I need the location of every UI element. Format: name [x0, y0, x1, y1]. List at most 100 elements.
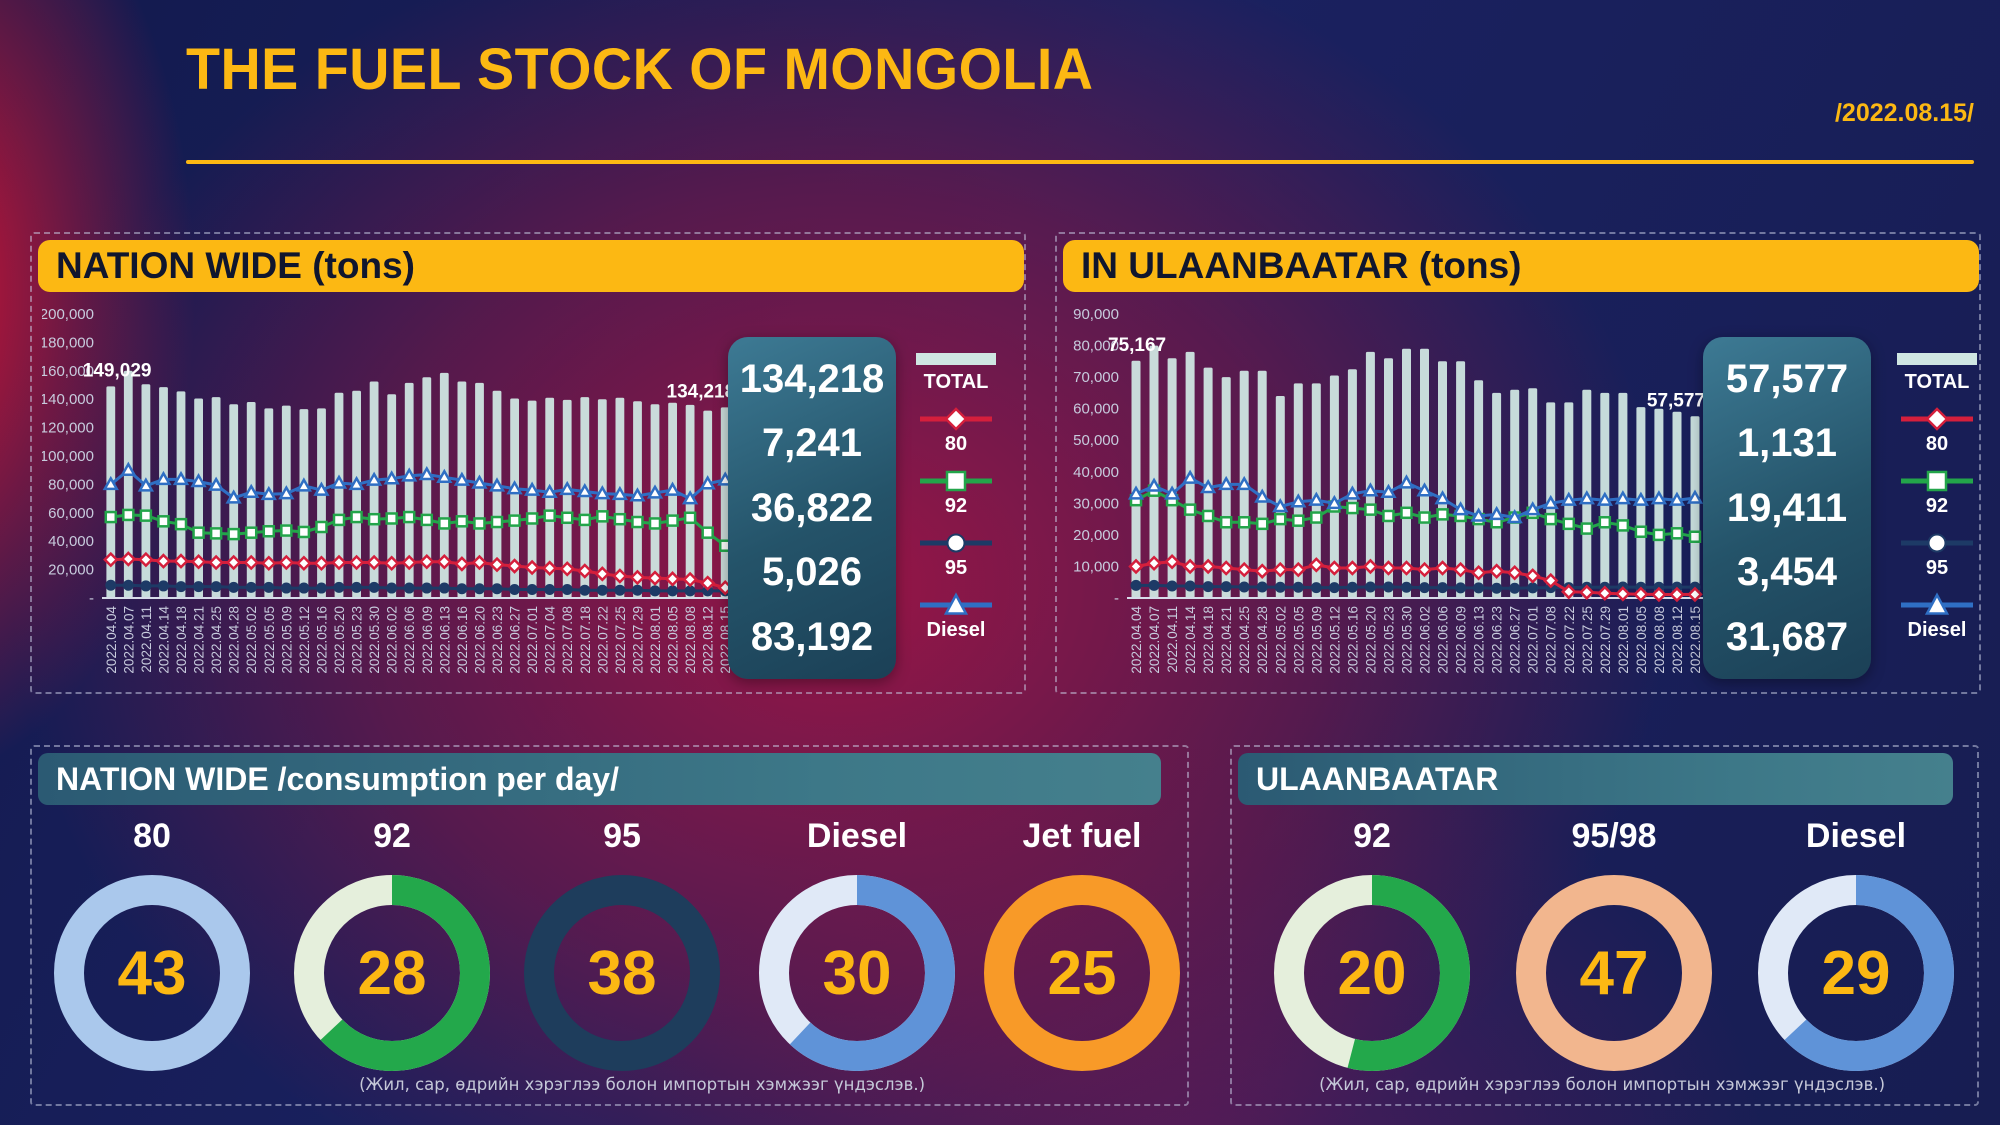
svg-text:60,000: 60,000: [48, 505, 94, 522]
donut-ub-92-value: 20: [1337, 938, 1407, 1008]
svg-text:30,000: 30,000: [1073, 495, 1119, 512]
ub-stat-diesel: 31,687: [1725, 614, 1849, 659]
legend-item-92: 92: [916, 468, 996, 518]
circle-marker-icon: [920, 533, 992, 553]
report-date: /2022.08.15/: [1834, 99, 1974, 127]
donut-92: 92 28: [292, 813, 492, 1081]
legend-item-95: 95: [916, 530, 996, 580]
svg-text:2022.04.14: 2022.04.14: [1183, 606, 1198, 674]
svg-text:2022.08.12: 2022.08.12: [1670, 606, 1685, 674]
ulaanbaatar-panel-title: IN ULAANBAATAR (tons): [1063, 240, 1979, 292]
svg-text:2022.07.22: 2022.07.22: [1562, 606, 1577, 674]
donut-80-value: 43: [117, 938, 187, 1008]
total-bar-swatch: [916, 353, 996, 365]
svg-text:80,000: 80,000: [48, 476, 94, 493]
svg-text:2022.06.06: 2022.06.06: [1436, 606, 1451, 674]
donut-diesel: Diesel 30: [757, 813, 957, 1081]
svg-text:2022.05.12: 2022.05.12: [1327, 606, 1342, 674]
svg-text:2022.08.08: 2022.08.08: [683, 606, 698, 674]
nation-stock-chart: 200,000 180,000 160,000 140,000 120,000 100,0…: [42, 306, 735, 674]
total-bar-swatch: [1897, 353, 1977, 365]
svg-text:2022.04.25: 2022.04.25: [1237, 606, 1252, 674]
donut-92-label: 92: [373, 817, 411, 855]
donut-ub-diesel-label: Diesel: [1805, 817, 1907, 855]
svg-text:2022.04.04: 2022.04.04: [1129, 606, 1144, 674]
svg-text:50,000: 50,000: [1073, 432, 1119, 449]
svg-text:2022.06.27: 2022.06.27: [508, 606, 523, 674]
svg-text:80,000: 80,000: [1073, 338, 1119, 355]
svg-text:-: -: [1114, 590, 1119, 607]
svg-text:2022.06.06: 2022.06.06: [402, 606, 417, 674]
svg-text:2022.05.02: 2022.05.02: [244, 606, 259, 674]
svg-text:75,167: 75,167: [1108, 335, 1166, 356]
svg-text:2022.07.01: 2022.07.01: [525, 606, 540, 674]
nation-legend: TOTAL 80 92 95 Diesel: [904, 346, 1008, 654]
svg-text:2022.05.05: 2022.05.05: [262, 606, 277, 674]
svg-text:2022.06.09: 2022.06.09: [1454, 606, 1469, 674]
svg-text:2022.06.13: 2022.06.13: [1472, 606, 1487, 674]
svg-text:180,000: 180,000: [42, 334, 94, 351]
donut-92-value: 28: [357, 938, 427, 1008]
legend-item-total: TOTAL: [916, 346, 996, 394]
svg-text:90,000: 90,000: [1073, 306, 1119, 323]
nation-consumption-panel: NATION WIDE /consumption per day/ 80 43 …: [30, 745, 1189, 1106]
diamond-marker-icon: [920, 407, 992, 431]
svg-text:2022.05.16: 2022.05.16: [1345, 606, 1360, 674]
svg-text:2022.06.02: 2022.06.02: [1418, 606, 1433, 674]
svg-text:2022.04.18: 2022.04.18: [1201, 606, 1216, 674]
donut-95: 95 38: [522, 813, 722, 1081]
square-marker-icon: [920, 470, 992, 492]
svg-text:2022.08.15: 2022.08.15: [1688, 606, 1703, 674]
svg-text:2022.07.01: 2022.07.01: [1526, 606, 1541, 674]
svg-text:2022.04.07: 2022.04.07: [1147, 606, 1162, 674]
diamond-marker-icon: [1901, 407, 1973, 431]
donut-jet-fuel: Jet fuel 25: [982, 813, 1182, 1081]
svg-text:20,000: 20,000: [1073, 527, 1119, 544]
svg-text:2022.05.09: 2022.05.09: [279, 606, 294, 674]
nation-stat-92: 36,822: [750, 485, 874, 530]
nation-stat-diesel: 83,192: [750, 614, 874, 659]
svg-text:2022.04.18: 2022.04.18: [174, 606, 189, 674]
svg-text:2022.04.11: 2022.04.11: [139, 606, 154, 673]
square-marker-icon: [1901, 470, 1973, 492]
svg-text:120,000: 120,000: [42, 420, 94, 437]
title-underline: [186, 160, 1974, 164]
donut-80: 80 43: [52, 813, 252, 1081]
legend-item-diesel: Diesel: [916, 592, 996, 642]
svg-text:40,000: 40,000: [48, 533, 94, 550]
svg-text:2022.05.09: 2022.05.09: [1309, 606, 1324, 674]
nation-panel-title: NATION WIDE (tons): [38, 240, 1024, 292]
svg-text:2022.07.08: 2022.07.08: [1544, 606, 1559, 674]
ulaanbaatar-legend: TOTAL 80 92 95 Diesel: [1885, 346, 1989, 654]
legend-item-80: 80: [916, 406, 996, 456]
ulaanbaatar-consumption-panel: ULAANBAATAR 92 20 95/98 47 Diesel 29 (Жи…: [1230, 745, 1979, 1106]
donut-ub-95-98-value: 47: [1579, 938, 1649, 1008]
circle-marker-icon: [1901, 533, 1973, 553]
nation-stats-box: 134,218 7,241 36,822 5,026 83,192: [728, 337, 896, 679]
legend-item-95: 95: [1897, 530, 1977, 580]
svg-text:2022.06.20: 2022.06.20: [472, 606, 487, 674]
svg-text:2022.06.16: 2022.06.16: [455, 606, 470, 674]
legend-item-92: 92: [1897, 468, 1977, 518]
donut-ring-ub-92: [1274, 875, 1470, 1071]
svg-text:2022.06.23: 2022.06.23: [1490, 606, 1505, 674]
svg-text:60,000: 60,000: [1073, 401, 1119, 418]
donut-ring-92: [294, 875, 490, 1071]
svg-text:2022.04.14: 2022.04.14: [156, 606, 171, 674]
donut-95-value: 38: [587, 938, 657, 1008]
svg-text:2022.05.05: 2022.05.05: [1291, 606, 1306, 674]
donut-ub-diesel-value: 29: [1821, 938, 1891, 1008]
donut-jet-fuel-label: Jet fuel: [1022, 817, 1142, 855]
ulaanbaatar-consumption-footnote: (Жил, сар, өдрийн хэрэглээ болон импорты…: [1319, 1075, 1885, 1094]
svg-text:2022.07.18: 2022.07.18: [578, 606, 593, 674]
svg-text:2022.07.29: 2022.07.29: [630, 606, 645, 674]
svg-text:2022.04.28: 2022.04.28: [227, 606, 242, 674]
svg-text:2022.04.21: 2022.04.21: [192, 606, 207, 674]
ub-stat-95: 3,454: [1736, 550, 1838, 594]
donut-80-label: 80: [133, 817, 171, 855]
donut-diesel-value: 30: [822, 938, 892, 1008]
svg-text:2022.06.23: 2022.06.23: [490, 606, 505, 674]
donut-ring-80: [54, 875, 250, 1071]
svg-text:2022.06.27: 2022.06.27: [1508, 606, 1523, 674]
triangle-marker-icon: [1901, 592, 1973, 615]
